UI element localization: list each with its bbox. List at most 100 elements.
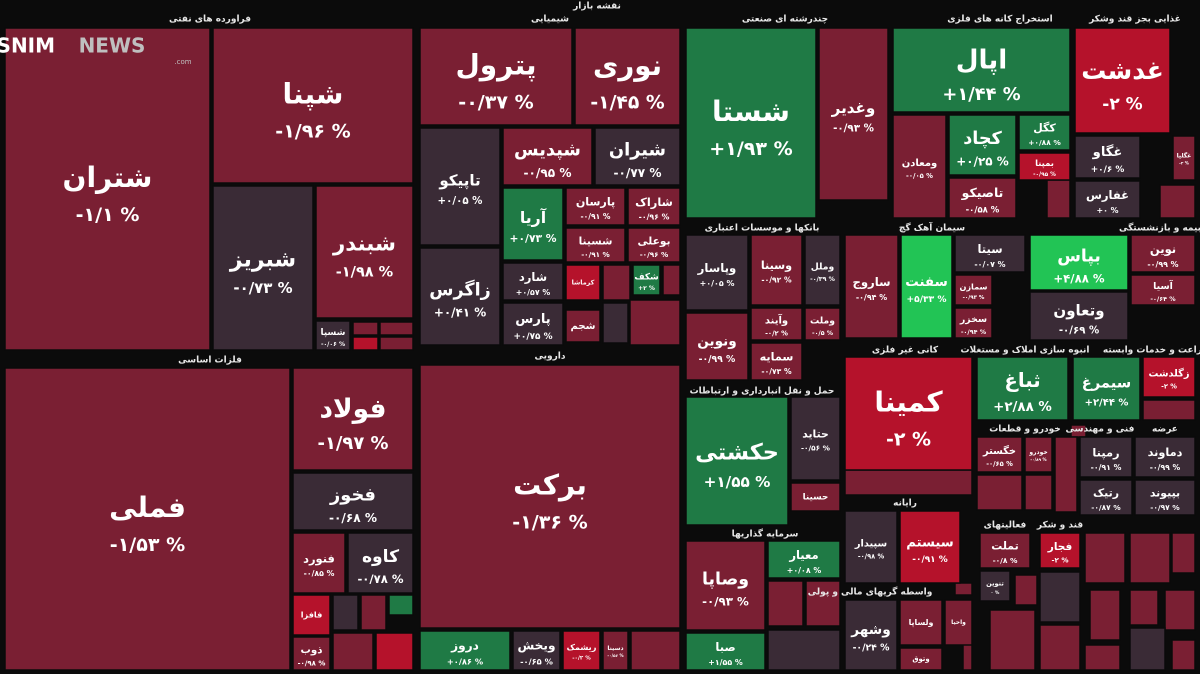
sector-label: عرضه: [1152, 425, 1178, 435]
stock-change: -۰/۲ %: [572, 656, 591, 662]
filler-tile: [1014, 574, 1038, 606]
filler-tile: [1129, 627, 1166, 671]
sector-label: شیمیایی: [531, 15, 569, 25]
stock-change: -۰/۰۶ %: [321, 341, 345, 348]
filler-tile: [1129, 589, 1159, 626]
stock-name: غفارس: [1086, 188, 1129, 202]
stock-change: +۰/۷۵ %: [513, 332, 552, 342]
stock-name: بپیوند: [1150, 487, 1180, 500]
stock-change: +۰/۷۳ %: [510, 232, 557, 245]
stock-tile: [979, 532, 1031, 569]
filler-tile: [602, 264, 631, 301]
stock-tile: [899, 647, 943, 671]
stock-change: +۱/۵۵ %: [704, 473, 771, 491]
stock-change: -۰/۰۵ %: [906, 172, 933, 180]
stock-tile: [632, 264, 661, 296]
stock-tile: [818, 27, 889, 201]
stock-change: -۰/۸۷ %: [1091, 503, 1121, 512]
stock-name: فخوز: [329, 484, 376, 505]
stock-name: فولاد: [320, 394, 387, 424]
stock-change: -۰/۹۶ %: [640, 250, 669, 259]
stock-change: -۰/۷۳ %: [761, 367, 792, 376]
stock-name: حکشتی: [695, 440, 779, 466]
stock-name: صبا: [715, 640, 735, 654]
stock-tile: [1130, 274, 1196, 306]
stock-change: -۰/۷۳ %: [233, 279, 292, 297]
stock-change: -۰/۹۱ %: [581, 212, 611, 221]
stock-change: +۲/۴۴ %: [1085, 397, 1129, 408]
stock-name: شاراک: [635, 195, 673, 209]
stock-tile: [315, 320, 351, 351]
stock-change: -۰/۹۷ %: [1150, 503, 1180, 512]
filler-tile: [805, 580, 841, 627]
stock-change: -۲ %: [1052, 556, 1069, 565]
stock-change: -۰/۹۴ %: [856, 293, 887, 302]
stock-name: بوعلی: [638, 234, 671, 247]
stock-name: سیمرغ: [1082, 374, 1132, 391]
stock-change: -۰/۹۱ %: [912, 555, 947, 565]
sector-label: فعالیتهای: [984, 521, 1027, 531]
stock-name: برکت: [513, 469, 587, 502]
stock-name: ساروج: [852, 275, 890, 290]
filler-tile: [1054, 436, 1078, 513]
stock-tile: [685, 396, 789, 526]
stock-tile: [844, 510, 898, 584]
stock-name: غدشت: [1081, 56, 1164, 85]
sector-label: قند و شکر: [1036, 521, 1083, 531]
stock-change: -۰/۹۲ %: [761, 276, 792, 285]
sector-label: واسطه گریهای مالی و پولی: [808, 586, 933, 598]
stock-tile: [212, 27, 414, 184]
stock-name: وآیند: [765, 314, 788, 327]
stock-change: +۴/۸۸ %: [1053, 271, 1104, 285]
stock-tile: [1074, 180, 1141, 219]
stock-tile: [565, 309, 601, 343]
stock-name: آریا: [520, 207, 547, 227]
stock-name: ذوب: [300, 644, 322, 656]
stock-name: وشهر: [850, 622, 890, 638]
filler-tile: [844, 469, 973, 496]
stock-name: وملل: [811, 261, 835, 272]
stock-name: ونوین: [697, 334, 736, 350]
filler-tile: [1142, 399, 1196, 421]
stock-name: ویخش: [517, 639, 555, 653]
filler-tile: [1084, 532, 1126, 584]
stock-name: دسینا: [607, 645, 623, 652]
stock-change: -۰/۲ %: [765, 330, 788, 338]
filler-tile: [360, 594, 387, 631]
stock-tile: [419, 247, 501, 346]
stock-change: -۲ %: [1161, 382, 1177, 390]
stock-tile: [767, 540, 841, 579]
stock-name: نوری: [593, 49, 662, 82]
filler-tile: [1070, 424, 1087, 438]
filler-tile: [1046, 179, 1071, 219]
stock-change: +۲/۸۸ %: [993, 400, 1052, 415]
stock-tile: [512, 630, 561, 671]
stock-tile: [804, 307, 841, 341]
stock-change: -۰/۸ %: [993, 556, 1018, 565]
filler-tile: [379, 336, 414, 351]
stock-tile: [804, 234, 841, 306]
stock-tile: [419, 630, 511, 671]
filler-tile: [1039, 624, 1081, 671]
stock-name: شجم: [571, 321, 596, 332]
stock-tile: [315, 185, 414, 319]
stock-change: +۰/۰۵ %: [700, 279, 735, 288]
sector-label: زراعت و خدمات وابسته: [1103, 346, 1200, 356]
filler-tile: [332, 594, 359, 631]
stock-change: +۱/۴۴ %: [942, 84, 1020, 105]
stock-change: +۰/۲۵ %: [956, 154, 1008, 168]
stock-name: خودرو: [1028, 449, 1047, 456]
filler-tile: [629, 299, 681, 346]
stock-change: -۰/۶۹ %: [1059, 325, 1099, 336]
stock-name: تاصیکو: [961, 185, 1004, 200]
stock-tile: [1142, 356, 1196, 398]
filler-tile: [1171, 639, 1196, 671]
stock-name: نوین: [1150, 242, 1176, 257]
filler-tile: [1164, 589, 1196, 631]
sector-label: کانی غیر فلزی: [872, 346, 939, 356]
stock-change: -۱/۴۵ %: [590, 92, 665, 113]
stock-name: اپال: [956, 45, 1008, 75]
stock-change: -۰/۹۳ %: [702, 594, 749, 608]
stock-name: فافزا: [301, 610, 323, 621]
stock-tile: [594, 127, 681, 186]
